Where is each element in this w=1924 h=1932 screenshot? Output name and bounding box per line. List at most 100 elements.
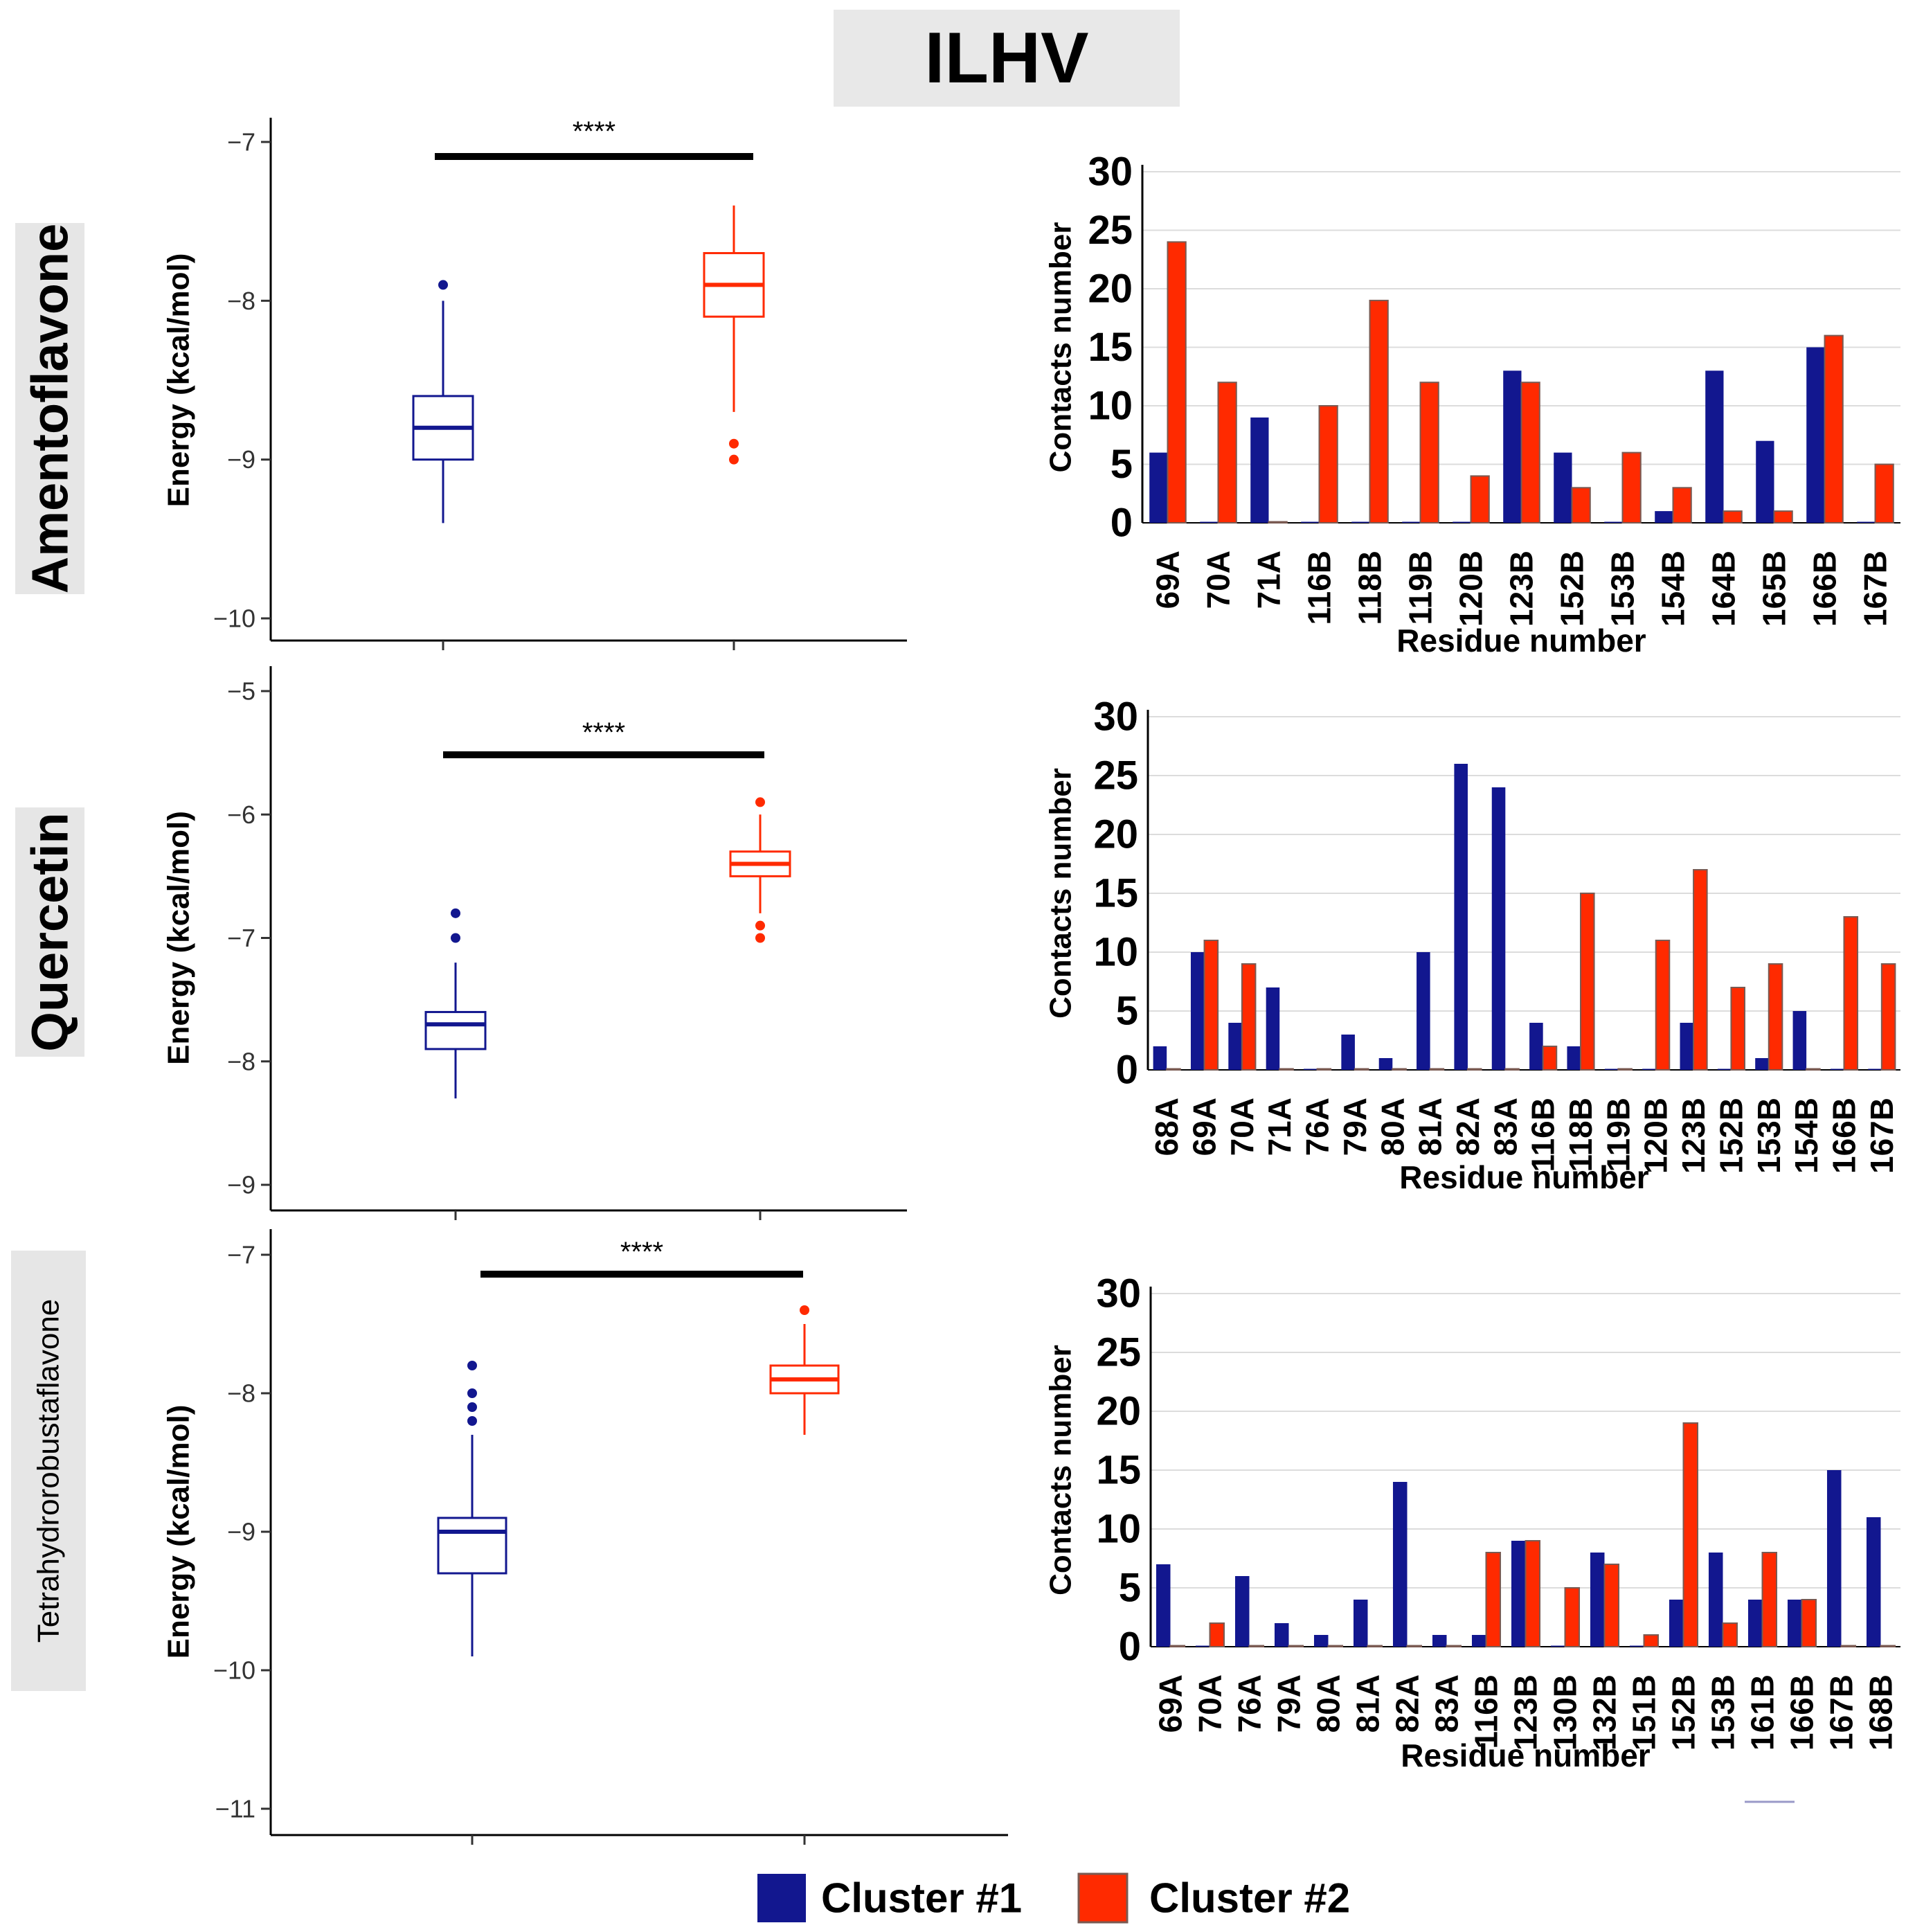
outlier-point xyxy=(755,797,765,807)
outlier-point xyxy=(729,438,739,449)
row-label: Quercetin xyxy=(21,812,79,1051)
bar-cluster-1 xyxy=(1554,452,1572,523)
bar-cluster-1 xyxy=(1604,521,1623,523)
x-tick-label: 130B xyxy=(1547,1674,1583,1751)
x-tick-label: 119B xyxy=(1403,551,1439,625)
barchart-3: 0 5 10 15 20 25 30 69A 70A 76A 79A 80A 81A 82A 83A 116B… xyxy=(1044,1271,1900,1773)
barchart-1: 0 5 10 15 20 25 30 69A 70A 71A 116B 118B 119B 120B 123… xyxy=(1044,150,1900,659)
outlier-point xyxy=(467,1361,477,1370)
y-tick-label: −9 xyxy=(227,445,255,474)
y-tick-label: 25 xyxy=(1096,1330,1141,1375)
x-tick-label: 166B xyxy=(1784,1674,1820,1751)
x-tick-label: 123B xyxy=(1675,1098,1711,1174)
y-tick-label: −10 xyxy=(213,605,255,633)
y-tick-label: −7 xyxy=(227,128,255,156)
x-tick-label: 152B xyxy=(1666,1674,1702,1751)
outlier-point xyxy=(755,933,765,943)
x-tick-label: 69A xyxy=(1153,1674,1189,1733)
bar-cluster-1 xyxy=(1266,987,1280,1070)
bar-cluster-2 xyxy=(1369,299,1389,524)
y-tick-label: 0 xyxy=(1116,1048,1138,1093)
bar-cluster-2 xyxy=(1693,869,1708,1071)
bar-cluster-1 xyxy=(1747,1600,1763,1647)
bar-cluster-2 xyxy=(1203,940,1219,1071)
bar-cluster-1 xyxy=(1590,1553,1605,1647)
bar-cluster-2 xyxy=(1429,1068,1445,1071)
bar-cluster-1 xyxy=(1787,1600,1802,1647)
y-tick-label: 20 xyxy=(1093,812,1138,857)
bar-cluster-1 xyxy=(1200,521,1219,523)
x-tick-label: 153B xyxy=(1605,551,1641,627)
bar-cluster-2 xyxy=(1318,405,1338,524)
x-tick-label: 151B xyxy=(1626,1674,1662,1751)
bar-cluster-1 xyxy=(1806,347,1825,523)
x-tick-label: 70A xyxy=(1224,1098,1260,1156)
y-tick-label: −8 xyxy=(227,287,255,315)
outlier-point xyxy=(451,933,460,943)
x-tick-label: 83A xyxy=(1429,1674,1465,1733)
bar-cluster-1 xyxy=(1471,1635,1486,1647)
y-axis-label: Contacts number xyxy=(1044,222,1078,473)
outlier-point xyxy=(800,1305,809,1315)
y-tick-label: 20 xyxy=(1088,267,1133,312)
x-tick-label: 81A xyxy=(1412,1098,1448,1156)
boxplot-1: −10 −9 −8 −7 Energy (kcal/mol) **** xyxy=(162,116,907,650)
outlier-point xyxy=(438,280,448,290)
x-tick-label: 69A xyxy=(1150,551,1186,609)
x-tick-label: 161B xyxy=(1745,1674,1781,1751)
x-tick-label: 76A xyxy=(1300,1098,1336,1156)
bar-cluster-1 xyxy=(1301,521,1320,523)
bar-cluster-2 xyxy=(1504,1068,1520,1071)
x-tick-label: 83A xyxy=(1487,1098,1523,1156)
x-tick-label: 164B xyxy=(1706,551,1742,627)
legend-label-cluster-1: Cluster #1 xyxy=(821,1875,1022,1922)
x-tick-label: 153B xyxy=(1705,1674,1741,1751)
bar-cluster-1 xyxy=(1156,1564,1171,1647)
bar-cluster-2 xyxy=(1730,987,1745,1071)
bar-cluster-2 xyxy=(1580,893,1595,1071)
bar-cluster-2 xyxy=(1241,963,1257,1071)
y-tick-label: 25 xyxy=(1088,208,1133,253)
bar-cluster-1 xyxy=(1378,1058,1393,1070)
bar-cluster-1 xyxy=(1313,1635,1329,1647)
y-tick-label: 10 xyxy=(1088,384,1133,429)
bar-cluster-2 xyxy=(1542,1046,1558,1071)
y-tick-label: 25 xyxy=(1093,753,1138,798)
x-tick-label: 116B xyxy=(1525,1098,1561,1172)
bar-cluster-1 xyxy=(1830,1068,1844,1070)
x-tick-label: 80A xyxy=(1311,1674,1347,1733)
y-tick-label: 15 xyxy=(1096,1448,1141,1493)
bar-cluster-2 xyxy=(1217,382,1237,524)
x-tick-label: 154B xyxy=(1655,551,1691,627)
legend-swatch-cluster-1 xyxy=(757,1874,806,1922)
x-tick-label: 153B xyxy=(1751,1098,1787,1174)
bar-cluster-2 xyxy=(1248,1645,1265,1647)
y-tick-label: −11 xyxy=(215,1795,255,1823)
bar-cluster-2 xyxy=(1166,1068,1181,1071)
outlier-point xyxy=(451,908,460,918)
x-tick-label: 82A xyxy=(1390,1674,1426,1733)
y-tick-label: −10 xyxy=(213,1656,255,1685)
bar-cluster-2 xyxy=(1621,451,1642,524)
bar-cluster-1 xyxy=(1755,1058,1769,1070)
bar-cluster-1 xyxy=(1304,1068,1318,1070)
x-tick-label: 70A xyxy=(1201,551,1237,609)
bar-cluster-2 xyxy=(1723,510,1743,524)
bar-cluster-2 xyxy=(1722,1622,1738,1647)
bar-cluster-2 xyxy=(1880,1645,1896,1647)
x-tick-label: 152B xyxy=(1713,1098,1749,1174)
bar-cluster-2 xyxy=(1167,241,1187,524)
bar-cluster-1 xyxy=(1491,787,1506,1070)
bar-cluster-1 xyxy=(1655,511,1673,523)
y-tick-label: −7 xyxy=(227,1241,255,1269)
x-tick-label: 79A xyxy=(1271,1674,1307,1733)
bar-cluster-1 xyxy=(1351,521,1370,523)
x-tick-label: 71A xyxy=(1261,1098,1297,1156)
legend-swatch-cluster-2 xyxy=(1077,1872,1129,1924)
x-tick-label: 118B xyxy=(1352,551,1388,625)
x-tick-label: 167B xyxy=(1864,1098,1900,1174)
row-labels: Amentoflavone Quercetin Tetrahydrorobustaf… xyxy=(11,223,86,1691)
title-text: ILHV xyxy=(925,18,1089,98)
y-axis-label: Energy (kcal/mol) xyxy=(162,1405,196,1659)
